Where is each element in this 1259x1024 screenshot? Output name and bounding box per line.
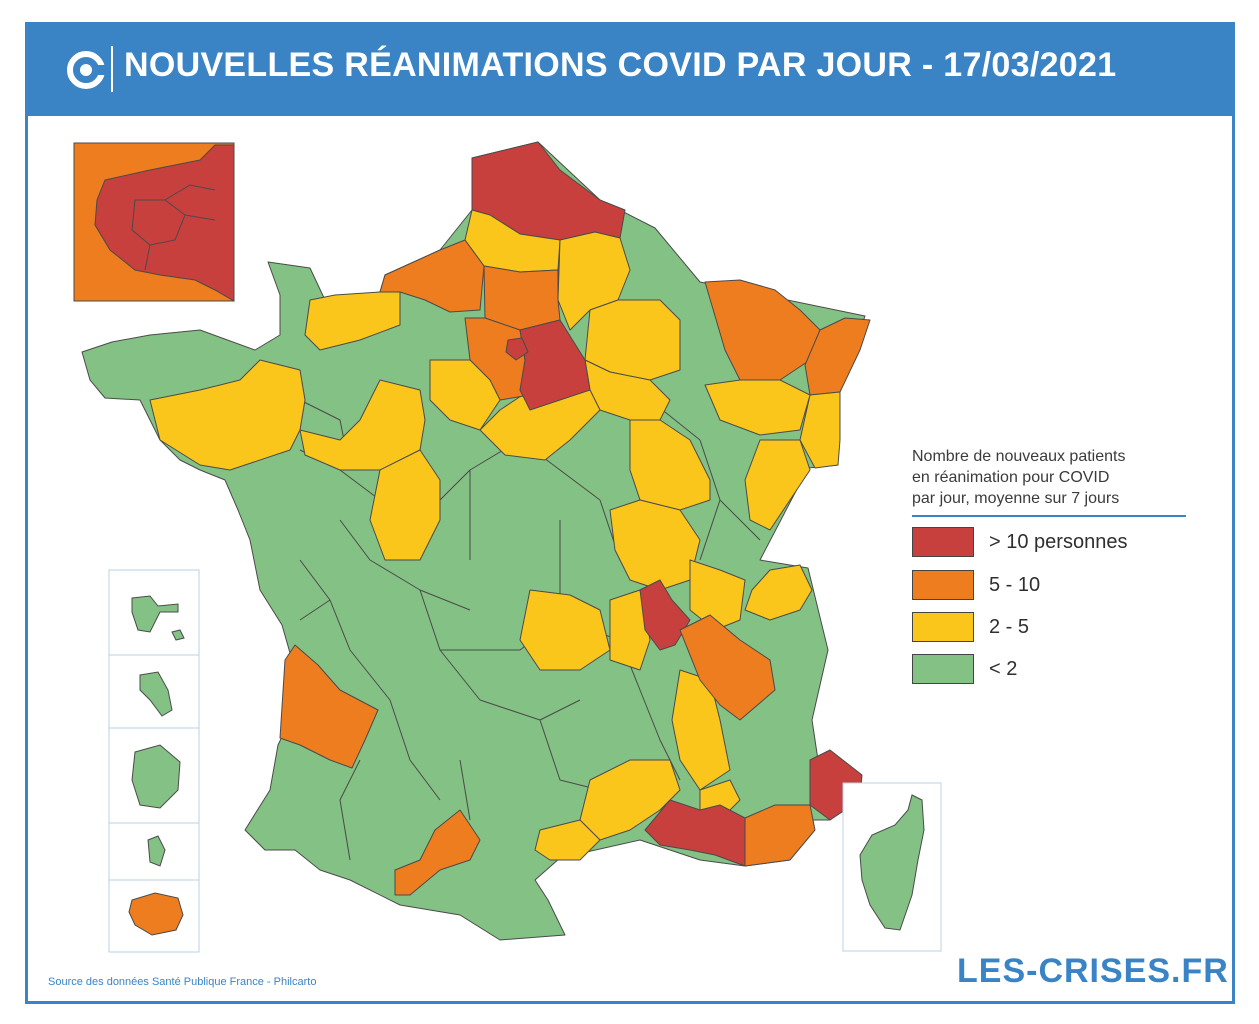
legend-title-line: par jour, moyenne sur 7 jours — [912, 490, 1120, 507]
region-pays-de-loire-north — [299, 379, 426, 471]
region-loiret — [429, 359, 501, 431]
region-ain — [689, 559, 746, 631]
region-doubs — [744, 439, 811, 531]
region-manche-calvados — [304, 291, 401, 351]
legend-swatch-green — [912, 654, 974, 684]
region-bretagne-south — [149, 359, 306, 471]
region-haute-savoie — [744, 564, 813, 621]
legend-swatch-orange — [912, 570, 974, 600]
dom-tom-insets — [108, 569, 200, 953]
region-cote-dor — [629, 419, 711, 511]
legend-label: > 10 personnes — [989, 531, 1128, 553]
region-vosges — [704, 379, 811, 436]
les-crises-logo-icon — [67, 51, 106, 89]
region-paris-core — [505, 337, 529, 361]
region-bouches-du-rhone — [644, 799, 746, 867]
title-separator — [111, 46, 113, 92]
legend-label: 5 - 10 — [989, 574, 1041, 596]
corse-inset — [842, 782, 942, 952]
brand-logo-text: LES-CRISES.FR — [957, 952, 1229, 990]
legend-label: 2 - 5 — [989, 616, 1030, 638]
legend-title-line: en réanimation pour COVID — [912, 469, 1110, 486]
legend-divider — [912, 515, 1186, 517]
region-loire — [609, 589, 651, 671]
legend-swatch-red — [912, 527, 974, 557]
title-banner — [25, 22, 1235, 116]
region-isere — [679, 614, 776, 721]
legend-swatch-yellow — [912, 612, 974, 642]
legend-title-line: Nombre de nouveaux patients — [912, 448, 1126, 465]
region-indre-et-loire — [369, 449, 441, 561]
region-var — [744, 804, 816, 867]
region-yonne — [479, 389, 601, 461]
data-source-credit: Source des données Santé Publique France… — [48, 976, 317, 988]
legend-label: < 2 — [989, 658, 1018, 680]
region-haute-garonne — [394, 809, 481, 896]
region-gironde — [279, 644, 379, 769]
page-title: NOUVELLES RÉANIMATIONS COVID PAR JOUR - … — [124, 46, 1117, 84]
paris-inset — [73, 142, 235, 302]
region-oise — [483, 265, 561, 331]
region-seine-et-marne — [519, 319, 591, 411]
region-bas-rhin — [804, 317, 871, 396]
region-allier-puy — [519, 589, 611, 671]
region-herault — [534, 819, 601, 861]
legend-title: Nombre de nouveaux patients en réanimati… — [912, 446, 1202, 509]
